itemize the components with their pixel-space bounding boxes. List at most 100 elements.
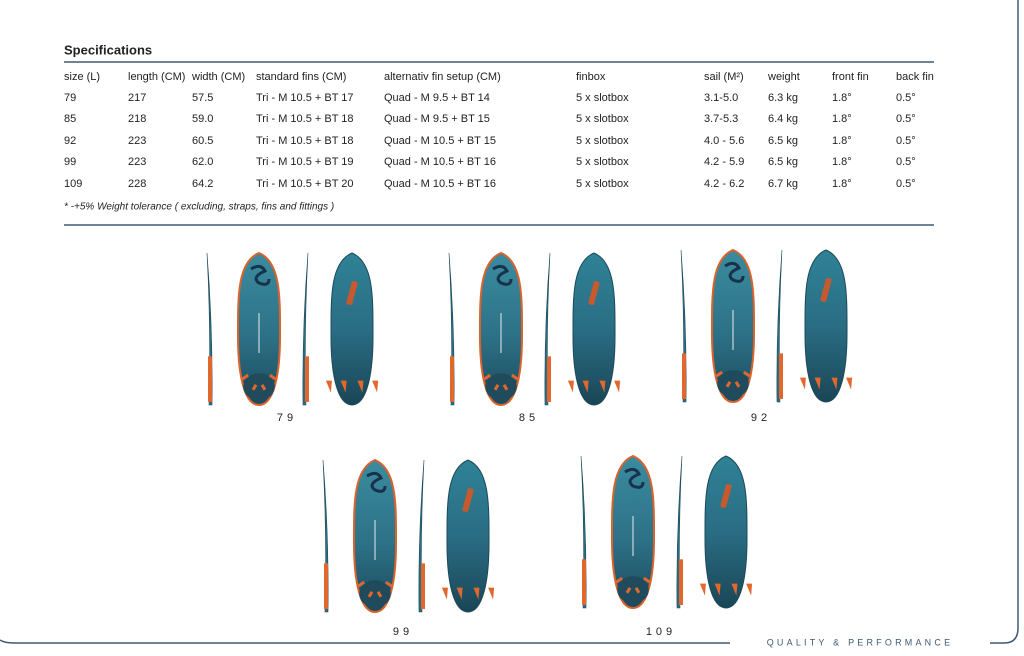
table-cell: 5 x slotbox [576, 178, 629, 190]
table-cell: 5 x slotbox [576, 113, 629, 125]
table-cell: 57.5 [192, 92, 213, 104]
table-cell: 59.0 [192, 113, 213, 125]
table-cell: 0.5° [896, 113, 916, 125]
table-cell: Quad - M 10.5 + BT 16 [384, 156, 496, 168]
table-cell: 1.8° [832, 178, 852, 190]
board-size-label: 79 [277, 412, 297, 424]
board-side [418, 459, 425, 613]
column-header: size (L) [64, 71, 100, 83]
rail-fins [305, 356, 309, 402]
board-side [302, 252, 309, 406]
table-cell: 5 x slotbox [576, 156, 629, 168]
board-size-label: 85 [519, 412, 539, 424]
table-cell: 1.8° [832, 156, 852, 168]
fin [599, 380, 606, 393]
table-cell: 0.5° [896, 92, 916, 104]
fin [831, 377, 838, 390]
rail-fins [208, 356, 212, 402]
table-cell: 6.3 kg [768, 92, 798, 104]
table-cell: 6.5 kg [768, 156, 798, 168]
table-cell: 4.2 - 6.2 [704, 178, 744, 190]
table-cell: 0.5° [896, 135, 916, 147]
table-cell: 60.5 [192, 135, 213, 147]
table-cell: Quad - M 9.5 + BT 15 [384, 113, 490, 125]
table-cell: 5 x slotbox [576, 135, 629, 147]
column-header: length (CM) [128, 71, 185, 83]
fin [456, 587, 463, 600]
fin [614, 380, 621, 393]
table-cell: 223 [128, 156, 146, 168]
table-cell: Quad - M 10.5 + BT 15 [384, 135, 496, 147]
fin [582, 380, 589, 393]
board-size-label: 109 [646, 626, 676, 638]
column-header: front fin [832, 71, 869, 83]
board-gallery: 79 85 92 99 109 [206, 248, 853, 638]
table-cell: 92 [64, 135, 76, 147]
table-cell: 4.2 - 5.9 [704, 156, 744, 168]
table-cell: 217 [128, 92, 146, 104]
spec-table: size (L) length (CM) width (CM) standard fi… [64, 71, 934, 190]
logo [724, 261, 745, 283]
deck-pad [717, 370, 749, 398]
column-header: weight [767, 71, 800, 83]
table-cell: Tri - M 10.5 + BT 19 [256, 156, 354, 168]
table-cell: 0.5° [896, 178, 916, 190]
table-cell: Quad - M 10.5 + BT 16 [384, 178, 496, 190]
brand-mark [462, 488, 474, 512]
table-cell: 1.8° [832, 113, 852, 125]
board-hull [446, 459, 490, 613]
table-cell: 64.2 [192, 178, 213, 190]
straps [483, 373, 519, 391]
logo [250, 264, 271, 286]
table-cell: 85 [64, 113, 76, 125]
fin [799, 377, 806, 390]
deck-pad [485, 373, 517, 401]
table-cell: 79 [64, 92, 76, 104]
table-cell: Tri - M 10.5 + BT 20 [256, 178, 354, 190]
table-cell: 4.0 - 5.6 [704, 135, 744, 147]
brand-mark [346, 281, 358, 305]
deck-pad [359, 580, 391, 608]
board-size-label: 99 [393, 626, 413, 638]
section-title: Specifications [64, 42, 152, 57]
fin [714, 583, 721, 596]
logo [492, 264, 513, 286]
fin [731, 583, 738, 596]
fin [357, 380, 364, 393]
deck-pad [243, 373, 275, 401]
fin [473, 587, 480, 600]
column-header: alternativ fin setup (CM) [384, 71, 501, 83]
board-size-label: 92 [751, 412, 771, 424]
table-cell: 5 x slotbox [576, 92, 629, 104]
table-cell: 6.4 kg [768, 113, 798, 125]
straps [715, 370, 751, 388]
column-header: standard fins (CM) [256, 71, 346, 83]
brand-mark [820, 278, 832, 302]
brand-mark [720, 484, 732, 508]
rail-fins [582, 559, 586, 605]
column-header: width (CM) [191, 71, 245, 83]
tagline: QUALITY & PERFORMANCE [767, 637, 954, 647]
board-side [776, 249, 783, 403]
table-cell: Tri - M 10.5 + BT 17 [256, 92, 354, 104]
straps [615, 576, 651, 594]
rail-fins [547, 356, 551, 402]
fin [846, 377, 853, 390]
fin [340, 380, 347, 393]
table-cell: 223 [128, 135, 146, 147]
table-cell: 6.7 kg [768, 178, 798, 190]
rail-fins [779, 353, 783, 399]
rail-fins [450, 356, 454, 402]
board-hull [330, 252, 374, 406]
rail-fins [421, 563, 425, 609]
fin [699, 583, 706, 596]
table-cell: 3.7-5.3 [704, 113, 738, 125]
fin [372, 380, 379, 393]
table-cell: Tri - M 10.5 + BT 18 [256, 135, 354, 147]
frame-line [0, 0, 1019, 644]
table-cell: 1.8° [832, 135, 852, 147]
straps [241, 373, 277, 391]
table-cell: Quad - M 9.5 + BT 14 [384, 92, 490, 104]
board-hull [704, 455, 748, 609]
